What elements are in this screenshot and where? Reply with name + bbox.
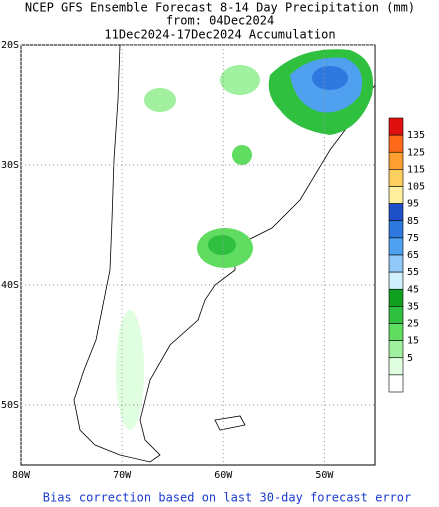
lat-label: 50S	[1, 400, 19, 411]
subtitle: from: 04Dec2024	[166, 14, 274, 28]
colorbar-label: 75	[407, 233, 419, 244]
lon-label: 70W	[113, 470, 132, 481]
colorbar-swatch	[388, 306, 404, 324]
colorbar-label: 135	[407, 130, 425, 141]
colorbar-label: 15	[407, 336, 419, 347]
title: NCEP GFS Ensemble Forecast 8-14 Day Prec…	[25, 1, 415, 15]
lat-label: 40S	[1, 280, 19, 291]
colorbar-label: 115	[407, 164, 425, 175]
colorbar-swatch	[388, 254, 404, 273]
precip-area	[232, 145, 252, 165]
period: 11Dec2024-17Dec2024 Accumulation	[104, 28, 335, 42]
colorbar-swatch	[388, 357, 404, 376]
lat-label: 20S	[1, 40, 19, 51]
colorbar-swatch	[388, 323, 404, 341]
colorbar-swatch	[388, 340, 404, 359]
precip-area	[116, 310, 144, 430]
islands	[214, 415, 246, 431]
lon-label: 60W	[214, 470, 233, 481]
precip-area	[220, 65, 260, 95]
colorbar-swatch	[388, 374, 404, 393]
lon-label: 50W	[315, 470, 334, 481]
precip-area	[312, 66, 348, 90]
colorbar-label: 85	[407, 216, 419, 227]
colorbar-label: 95	[407, 199, 419, 210]
colorbar-swatch	[388, 237, 404, 256]
colorbar-label: 105	[407, 182, 425, 193]
colorbar-label: 55	[407, 267, 419, 278]
colorbar-label: 65	[407, 250, 419, 261]
colorbar-swatch	[388, 169, 404, 187]
colorbar-swatch	[388, 288, 404, 307]
lon-label: 80W	[12, 470, 31, 481]
colorbar-label: 35	[407, 301, 419, 312]
precip-area	[144, 88, 176, 112]
precip-area	[208, 235, 236, 255]
lat-label: 30S	[1, 160, 19, 171]
plot-area	[20, 44, 376, 466]
colorbar-label: 45	[407, 284, 419, 295]
colorbar-label: 125	[407, 147, 425, 158]
colorbar-label: 25	[407, 319, 419, 330]
colorbar-swatch	[388, 186, 404, 204]
colorbar-swatch	[388, 271, 404, 290]
colorbar-swatch	[388, 203, 404, 222]
colorbar-swatch	[388, 151, 404, 170]
colorbar-label: 5	[407, 353, 413, 364]
colorbar-swatch	[388, 134, 404, 153]
colorbar-swatch	[388, 117, 404, 136]
footer-note: Bias correction based on last 30-day for…	[43, 491, 411, 505]
colorbar-swatch	[388, 220, 404, 239]
